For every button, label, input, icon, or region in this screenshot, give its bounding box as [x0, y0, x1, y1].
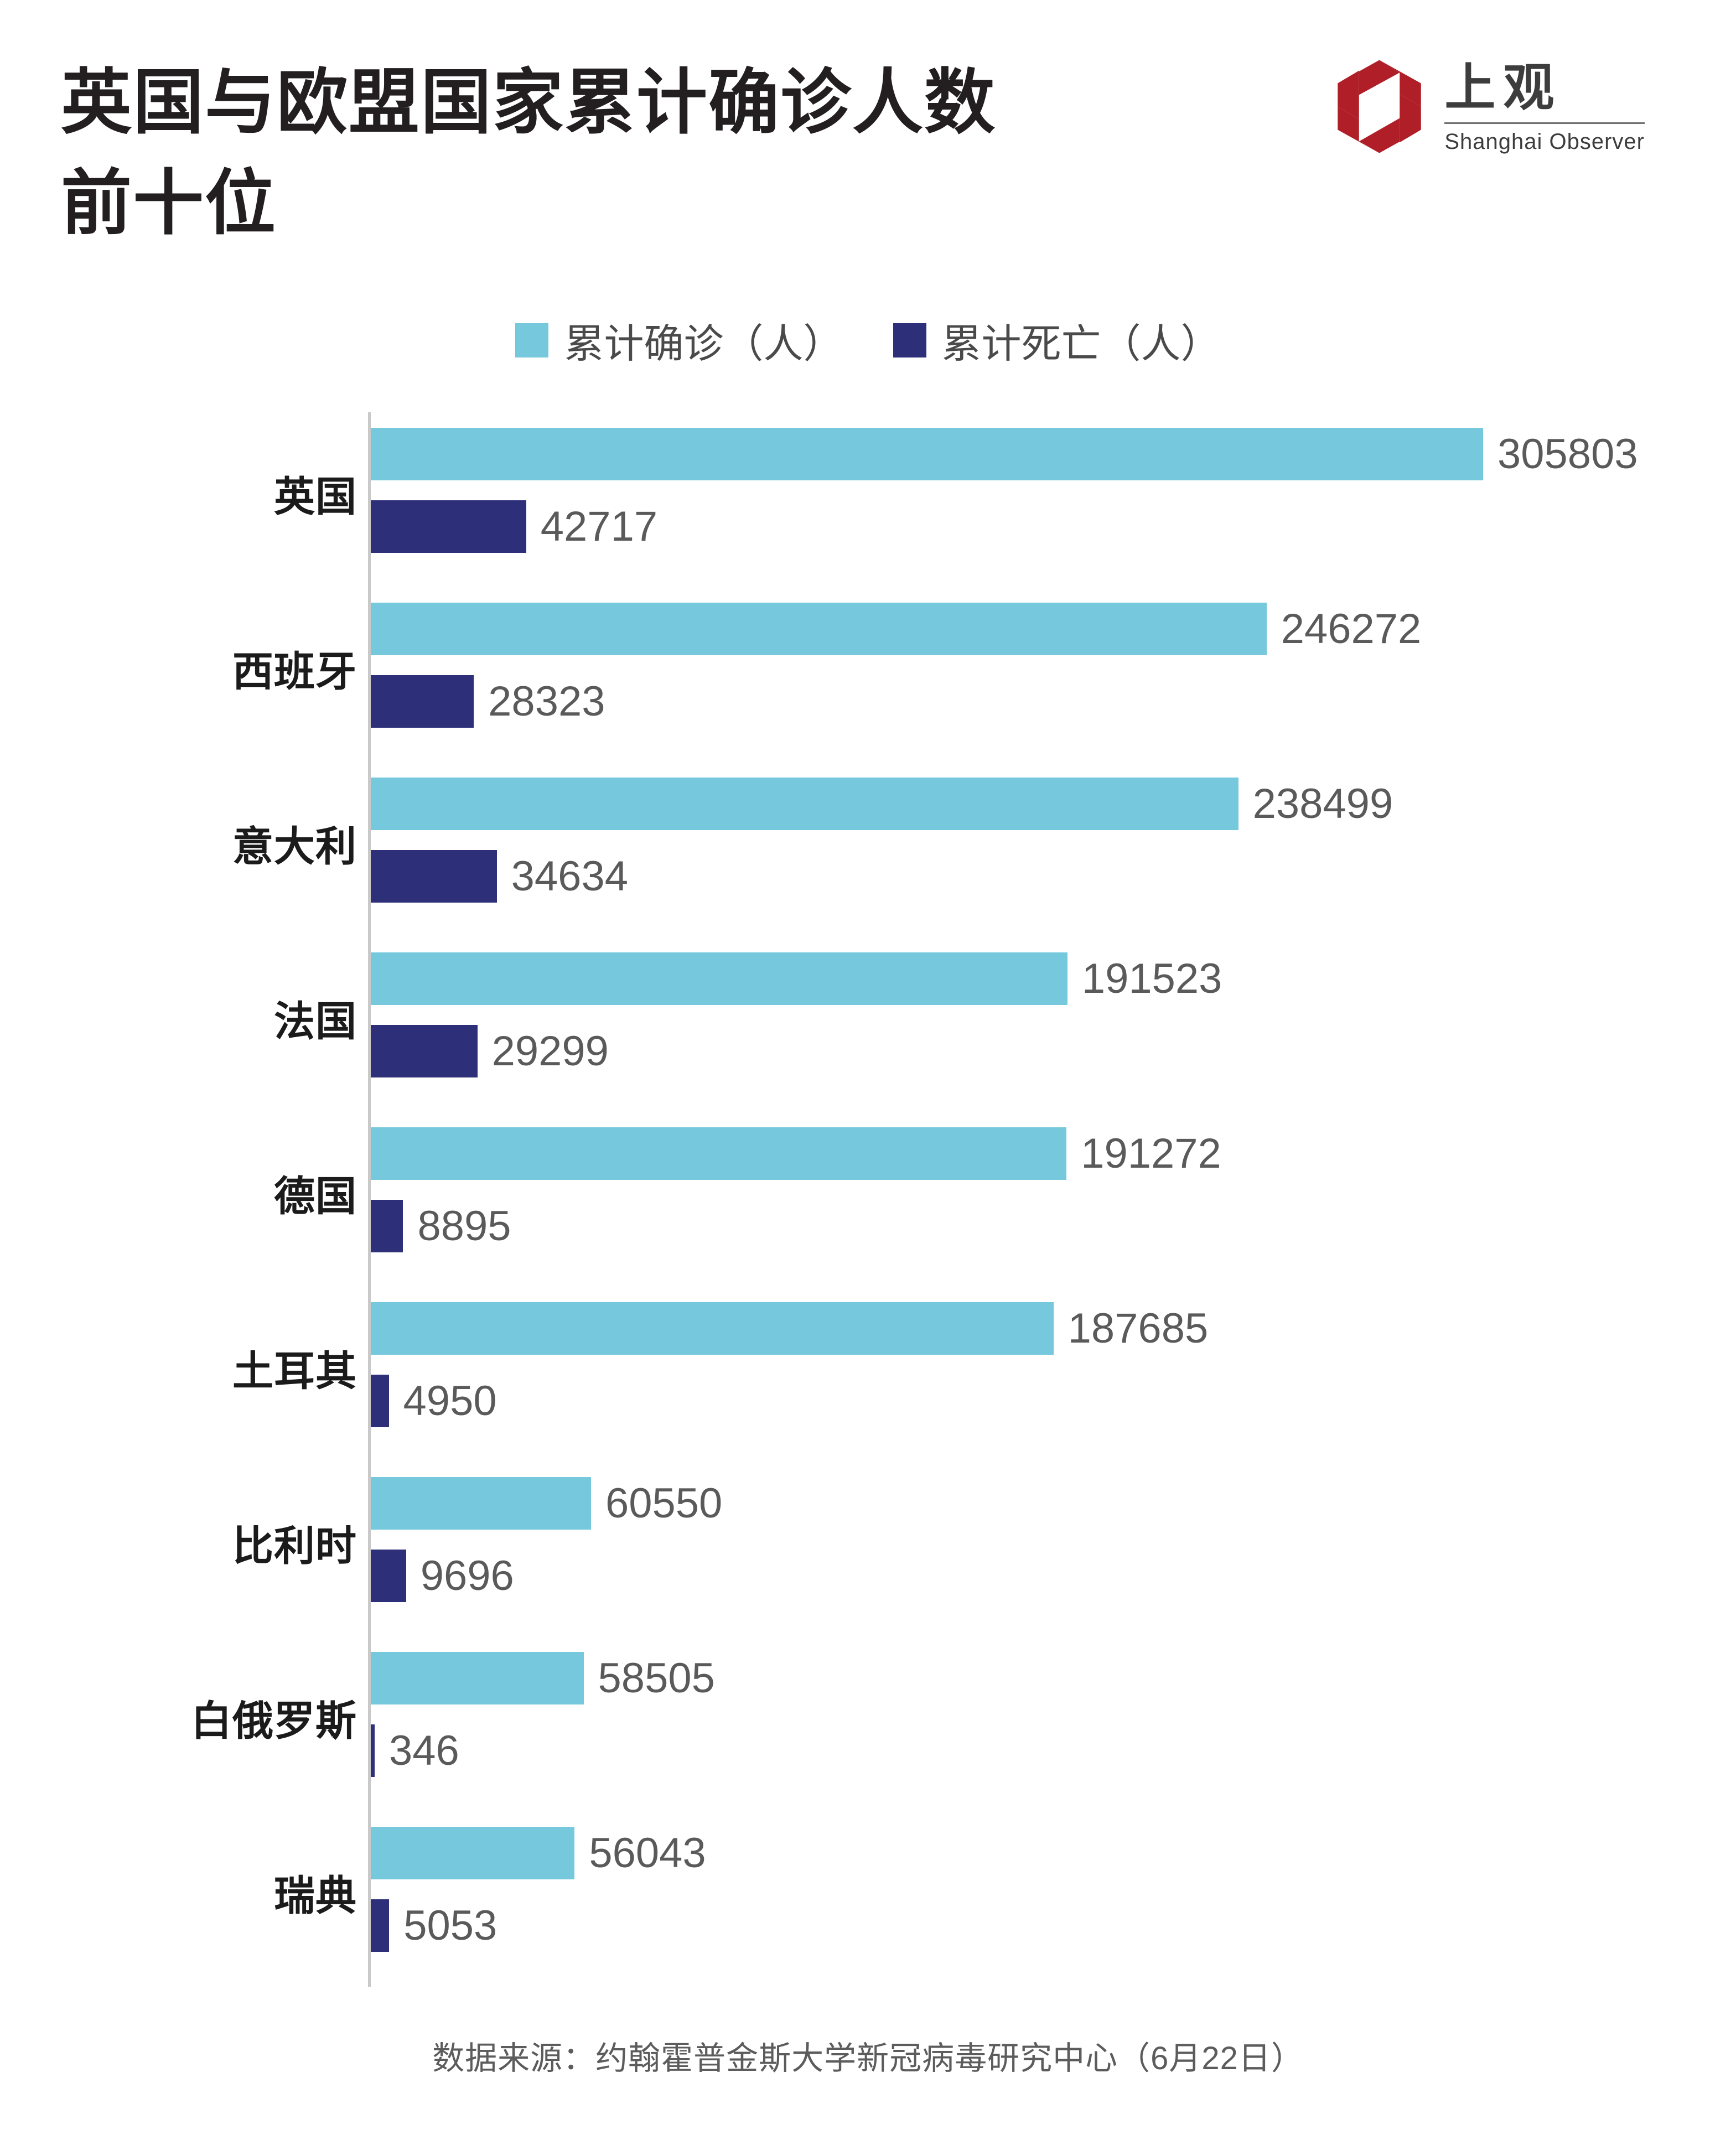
legend-label-deaths: 累计死亡（人） — [941, 322, 1221, 366]
bar-value-cases: 246272 — [1281, 605, 1422, 652]
category-label: 土耳其 — [232, 1348, 357, 1394]
logo-english-name: Shanghai Observer — [1444, 129, 1645, 154]
bar-row: 56043 — [371, 1827, 706, 1879]
bar-value-cases: 56043 — [589, 1829, 706, 1877]
bar-value-deaths: 346 — [389, 1727, 459, 1774]
bar-row: 60550 — [371, 1477, 722, 1530]
bar-value-cases: 60550 — [605, 1479, 723, 1527]
header: 英国与欧盟国家累计确诊人数 前十位 上观 Shanghai Observer — [0, 0, 1736, 266]
bar-cases — [371, 1477, 591, 1530]
bar-row: 34634 — [371, 850, 628, 903]
bar-row: 346 — [371, 1724, 459, 1777]
page-title: 英国与欧盟国家累计确诊人数 前十位 — [61, 53, 1334, 254]
bar-row: 42717 — [371, 500, 657, 553]
bar-value-deaths: 34634 — [511, 852, 628, 900]
bar-value-cases: 191523 — [1081, 955, 1222, 1002]
bar-deaths — [371, 1200, 403, 1252]
bar-value-deaths: 42717 — [540, 502, 658, 550]
bar-value-deaths: 8895 — [417, 1202, 511, 1250]
legend-item-deaths: 累计死亡（人） — [893, 311, 1221, 369]
bar-row: 5053 — [371, 1899, 497, 1952]
bar-value-cases: 187685 — [1067, 1304, 1209, 1352]
bar-row: 305803 — [371, 428, 1638, 480]
legend-item-cases: 累计确诊（人） — [515, 311, 843, 369]
category-label: 法国 — [274, 998, 357, 1044]
bar-row: 238499 — [371, 778, 1393, 830]
bar-value-cases: 238499 — [1252, 780, 1393, 827]
bar-value-deaths: 28323 — [488, 677, 605, 725]
bar-row: 29299 — [371, 1025, 609, 1077]
bar-cases — [371, 603, 1267, 655]
bar-cases — [371, 1827, 575, 1879]
bar-row: 28323 — [371, 675, 605, 728]
title-line-2: 前十位 — [61, 163, 277, 243]
bar-value-deaths: 9696 — [420, 1552, 514, 1599]
bar-value-cases: 191272 — [1081, 1130, 1221, 1177]
bar-deaths — [371, 500, 526, 553]
bar-row: 4950 — [371, 1375, 497, 1427]
category-label: 白俄罗斯 — [191, 1698, 357, 1744]
bar-row: 187685 — [371, 1302, 1208, 1355]
bar-deaths — [371, 1724, 375, 1777]
logo-chinese-name: 上观 — [1444, 60, 1562, 116]
bar-value-deaths: 5053 — [403, 1902, 498, 1949]
category-label: 比利时 — [232, 1523, 357, 1569]
bar-cases — [371, 778, 1238, 830]
bar-chart: 英国 305803 42717 西班牙 246272 28323 意大利 238499 3463… — [0, 412, 1736, 1989]
category-label: 意大利 — [232, 823, 357, 869]
bar-value-cases: 58505 — [598, 1654, 715, 1702]
bar-deaths — [371, 1899, 390, 1952]
legend-swatch-cases — [515, 323, 549, 357]
bar-value-cases: 305803 — [1497, 430, 1638, 478]
bar-value-deaths: 4950 — [403, 1377, 497, 1424]
shanghai-observer-aperture-icon — [1331, 58, 1428, 155]
bar-row: 191523 — [371, 952, 1222, 1005]
category-label: 瑞典 — [274, 1873, 357, 1919]
data-source-note: 数据来源：约翰霍普金斯大学新冠病毒研究中心（6月22日） — [432, 2040, 1304, 2076]
bar-deaths — [371, 1550, 406, 1602]
category-label: 西班牙 — [232, 649, 357, 695]
bar-deaths — [371, 675, 474, 728]
chart-legend: 累计确诊（人） 累计死亡（人） — [0, 311, 1736, 369]
category-label: 英国 — [274, 474, 357, 520]
bar-deaths — [371, 850, 497, 903]
legend-swatch-deaths — [893, 323, 926, 357]
logo-divider — [1444, 122, 1645, 124]
bar-deaths — [371, 1375, 389, 1427]
brand-logo: 上观 Shanghai Observer — [1331, 58, 1645, 155]
y-axis-line — [368, 412, 371, 1987]
bar-cases — [371, 1652, 584, 1704]
bar-cases — [371, 1127, 1067, 1180]
bar-cases — [371, 952, 1067, 1005]
bar-cases — [371, 428, 1483, 480]
title-line-1: 英国与欧盟国家累计确诊人数 — [61, 63, 997, 142]
logo-wordmark: 上观 Shanghai Observer — [1444, 58, 1645, 154]
legend-label-cases: 累计确诊（人） — [564, 322, 843, 366]
category-label: 德国 — [274, 1173, 357, 1219]
bar-row: 191272 — [371, 1127, 1221, 1180]
bar-deaths — [371, 1025, 478, 1077]
bar-row: 58505 — [371, 1652, 715, 1704]
bar-value-deaths: 29299 — [491, 1027, 609, 1075]
bar-cases — [371, 1302, 1054, 1355]
bar-row: 8895 — [371, 1200, 511, 1252]
bar-row: 9696 — [371, 1550, 514, 1602]
bar-row: 246272 — [371, 603, 1421, 655]
